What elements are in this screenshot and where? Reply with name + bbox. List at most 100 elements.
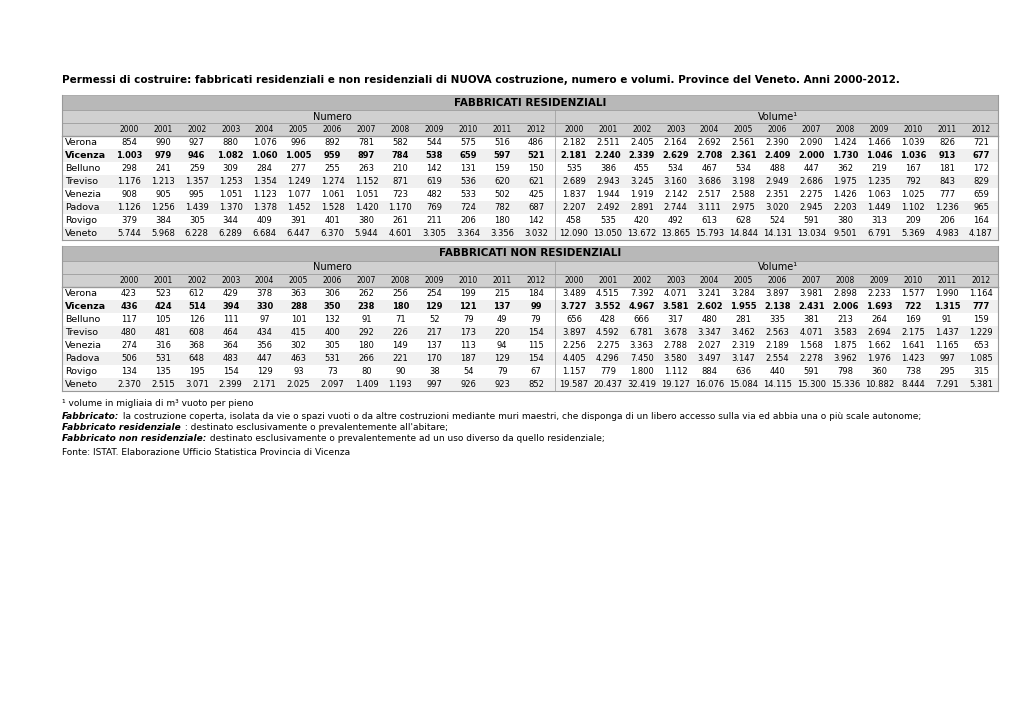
Text: 3.583: 3.583 <box>833 328 857 337</box>
Text: 3.245: 3.245 <box>630 177 653 186</box>
Text: 187: 187 <box>460 354 476 363</box>
Text: 209: 209 <box>905 216 920 225</box>
Text: 792: 792 <box>905 177 920 186</box>
Text: 2006: 2006 <box>322 276 341 285</box>
Text: 1.837: 1.837 <box>561 190 585 199</box>
Text: 90: 90 <box>394 367 406 376</box>
Text: 447: 447 <box>257 354 272 363</box>
Text: 3.581: 3.581 <box>661 302 688 311</box>
Text: 425: 425 <box>528 190 543 199</box>
Text: 959: 959 <box>323 151 340 160</box>
Text: 1.641: 1.641 <box>901 341 924 350</box>
Text: 129: 129 <box>494 354 510 363</box>
Bar <box>62 313 997 326</box>
Text: 2.588: 2.588 <box>731 190 755 199</box>
Text: 52: 52 <box>429 315 439 324</box>
Text: 613: 613 <box>701 216 717 225</box>
Text: 2007: 2007 <box>357 276 376 285</box>
Text: 2.891: 2.891 <box>630 203 653 212</box>
Text: 1.370: 1.370 <box>219 203 243 212</box>
Text: 1.800: 1.800 <box>630 367 653 376</box>
Text: 659: 659 <box>459 151 477 160</box>
Text: 2.399: 2.399 <box>219 380 243 389</box>
Text: 2.361: 2.361 <box>730 151 756 160</box>
Text: 4.983: 4.983 <box>934 229 958 238</box>
Text: 2.945: 2.945 <box>799 203 822 212</box>
Text: 5.944: 5.944 <box>355 229 378 238</box>
Text: 3.147: 3.147 <box>731 354 755 363</box>
Text: 91: 91 <box>941 315 952 324</box>
Text: 531: 531 <box>324 354 340 363</box>
Text: 2.027: 2.027 <box>697 341 720 350</box>
Bar <box>62 95 997 110</box>
Text: 482: 482 <box>426 190 442 199</box>
Text: Permessi di costruire: fabbricati residenziali e non residenziali di NUOVA costr: Permessi di costruire: fabbricati reside… <box>62 75 899 85</box>
Text: 49: 49 <box>496 315 506 324</box>
Text: 335: 335 <box>768 315 785 324</box>
Text: 180: 180 <box>391 302 409 311</box>
Text: 316: 316 <box>155 341 171 350</box>
Text: 14.115: 14.115 <box>762 380 791 389</box>
Text: 2005: 2005 <box>733 125 752 134</box>
Text: 206: 206 <box>460 216 476 225</box>
Text: 1.046: 1.046 <box>865 151 892 160</box>
Text: 535: 535 <box>566 164 581 173</box>
Text: 1.077: 1.077 <box>286 190 310 199</box>
Text: 1.063: 1.063 <box>866 190 891 199</box>
Text: 3.356: 3.356 <box>490 229 514 238</box>
Text: 458: 458 <box>566 216 581 225</box>
Text: 3.489: 3.489 <box>561 289 585 298</box>
Text: 2.171: 2.171 <box>253 380 276 389</box>
Text: FABBRICATI RESIDENZIALI: FABBRICATI RESIDENZIALI <box>453 97 605 107</box>
Text: Numero: Numero <box>313 263 352 272</box>
Text: 255: 255 <box>324 164 340 173</box>
Text: 295: 295 <box>938 367 954 376</box>
Text: 2001: 2001 <box>598 125 616 134</box>
Text: Treviso: Treviso <box>65 177 98 186</box>
Text: 2.689: 2.689 <box>561 177 585 186</box>
Text: 142: 142 <box>528 216 543 225</box>
Text: Verona: Verona <box>65 138 98 147</box>
Text: Fabbricato:: Fabbricato: <box>62 412 119 421</box>
Text: 2011: 2011 <box>492 125 512 134</box>
Text: 1.102: 1.102 <box>901 203 924 212</box>
Text: 829: 829 <box>972 177 988 186</box>
Text: 115: 115 <box>528 341 543 350</box>
Text: Belluno: Belluno <box>65 315 100 324</box>
Text: 137: 137 <box>493 302 511 311</box>
Text: 3.071: 3.071 <box>184 380 209 389</box>
Text: 256: 256 <box>392 289 408 298</box>
Text: 2.097: 2.097 <box>320 380 344 389</box>
Text: 2.708: 2.708 <box>696 151 722 160</box>
Text: 356: 356 <box>257 341 272 350</box>
Text: 3.347: 3.347 <box>697 328 721 337</box>
Text: 2008: 2008 <box>390 276 410 285</box>
Text: 826: 826 <box>938 138 954 147</box>
Text: 3.241: 3.241 <box>697 289 720 298</box>
Text: 2000: 2000 <box>119 276 139 285</box>
Text: 777: 777 <box>971 302 988 311</box>
Text: 254: 254 <box>426 289 441 298</box>
Text: Volume¹: Volume¹ <box>757 112 797 122</box>
Text: 436: 436 <box>120 302 138 311</box>
Text: 884: 884 <box>701 367 717 376</box>
Text: 386: 386 <box>599 164 615 173</box>
Text: 531: 531 <box>155 354 170 363</box>
Text: 2011: 2011 <box>936 276 956 285</box>
Text: 2.602: 2.602 <box>696 302 722 311</box>
Text: 238: 238 <box>358 302 375 311</box>
Bar <box>62 201 997 214</box>
Text: 219: 219 <box>870 164 887 173</box>
Text: 723: 723 <box>392 190 408 199</box>
Text: 738: 738 <box>904 367 920 376</box>
Bar <box>62 162 997 175</box>
Bar <box>62 175 997 188</box>
Text: 184: 184 <box>528 289 543 298</box>
Text: 5.369: 5.369 <box>901 229 924 238</box>
Text: 362: 362 <box>837 164 853 173</box>
Text: 2012: 2012 <box>970 276 989 285</box>
Bar <box>62 188 997 201</box>
Text: 591: 591 <box>803 367 818 376</box>
Text: 428: 428 <box>599 315 615 324</box>
Text: 170: 170 <box>426 354 442 363</box>
